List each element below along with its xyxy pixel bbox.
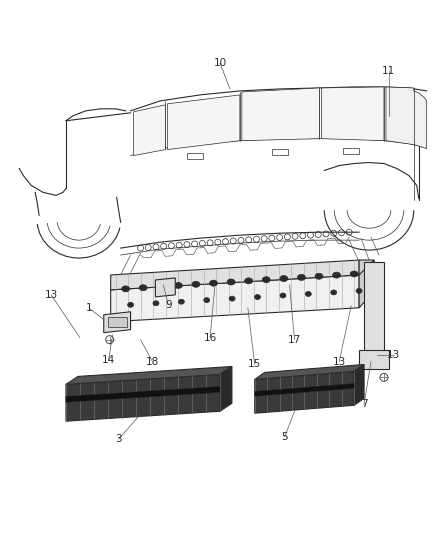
Text: 13: 13 [44, 290, 58, 300]
Bar [108, 317, 127, 327]
Ellipse shape [305, 292, 311, 296]
Ellipse shape [245, 278, 253, 284]
Text: 3: 3 [115, 434, 122, 444]
Polygon shape [255, 365, 364, 379]
Text: 1: 1 [85, 303, 92, 313]
Polygon shape [66, 367, 232, 384]
Ellipse shape [157, 284, 165, 289]
Text: 16: 16 [203, 333, 217, 343]
Ellipse shape [127, 302, 134, 308]
Polygon shape [242, 88, 319, 141]
Ellipse shape [229, 296, 235, 301]
Text: 10: 10 [213, 58, 226, 68]
Ellipse shape [315, 273, 323, 279]
Text: 7: 7 [361, 399, 367, 409]
Ellipse shape [331, 290, 337, 295]
Polygon shape [359, 350, 389, 369]
Text: 13: 13 [387, 350, 400, 360]
Polygon shape [359, 260, 374, 292]
Text: 13: 13 [332, 357, 346, 367]
Polygon shape [364, 262, 384, 360]
Ellipse shape [192, 281, 200, 287]
Polygon shape [359, 260, 374, 308]
Ellipse shape [297, 274, 305, 280]
Polygon shape [155, 278, 175, 297]
Polygon shape [386, 87, 427, 149]
Bar [272, 149, 288, 155]
Ellipse shape [204, 297, 210, 303]
Polygon shape [354, 365, 364, 405]
Ellipse shape [174, 282, 182, 288]
Ellipse shape [122, 286, 130, 292]
Text: 14: 14 [102, 354, 115, 365]
Text: 18: 18 [146, 357, 159, 367]
Polygon shape [255, 383, 354, 397]
Polygon shape [134, 105, 165, 156]
Polygon shape [255, 372, 354, 413]
Ellipse shape [139, 285, 147, 290]
Polygon shape [104, 312, 131, 333]
Ellipse shape [350, 271, 358, 277]
Ellipse shape [209, 280, 218, 286]
Polygon shape [321, 87, 384, 141]
Ellipse shape [332, 272, 340, 278]
Ellipse shape [254, 295, 261, 300]
Polygon shape [66, 386, 220, 402]
Ellipse shape [227, 279, 235, 285]
Text: 5: 5 [281, 432, 288, 442]
Polygon shape [66, 375, 220, 421]
Ellipse shape [262, 277, 270, 282]
Text: 17: 17 [288, 335, 301, 345]
Polygon shape [111, 260, 359, 290]
Bar [187, 152, 203, 158]
Ellipse shape [153, 301, 159, 306]
Polygon shape [220, 367, 232, 411]
Ellipse shape [280, 276, 288, 281]
Ellipse shape [178, 299, 184, 304]
Polygon shape [167, 95, 240, 150]
Bar [343, 148, 359, 154]
Ellipse shape [356, 288, 362, 293]
Text: 11: 11 [382, 66, 396, 76]
Text: 9: 9 [165, 300, 172, 310]
Text: 15: 15 [248, 359, 261, 369]
Ellipse shape [280, 293, 286, 298]
Polygon shape [111, 275, 359, 322]
